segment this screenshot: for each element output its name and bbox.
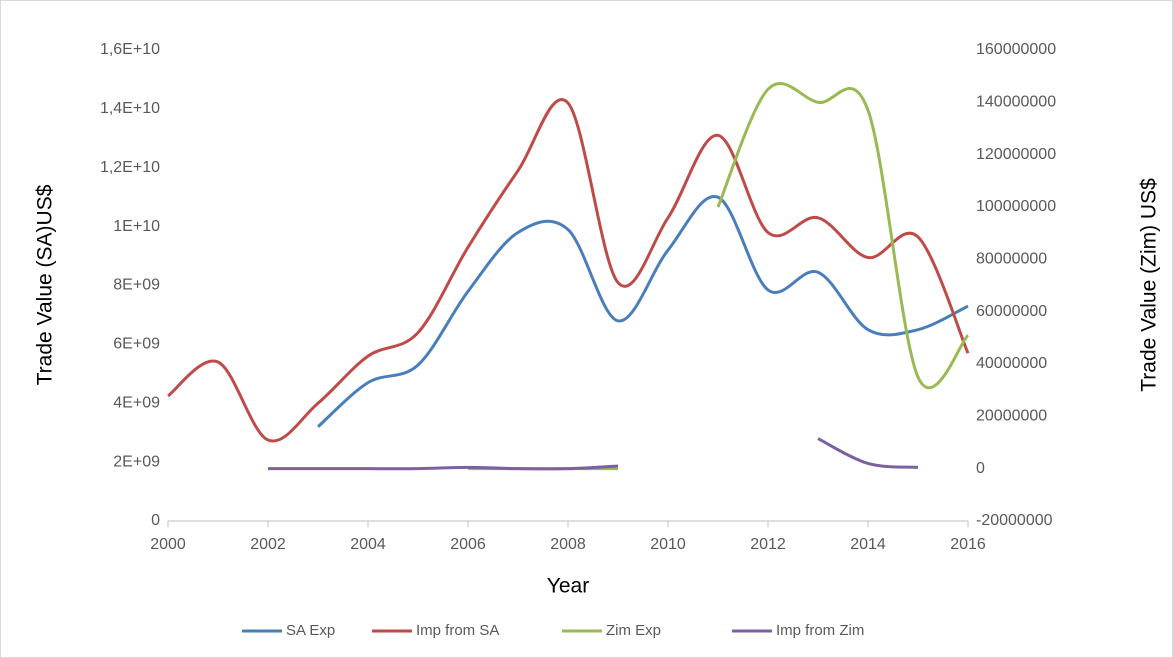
series-line xyxy=(268,437,919,471)
y-tick-label: 2E+09 xyxy=(113,453,160,470)
y2-tick-label: 160000000 xyxy=(976,41,1056,58)
x-tick-label: 2016 xyxy=(950,536,986,553)
series-line xyxy=(317,195,969,428)
y2-tick-label: 100000000 xyxy=(976,198,1056,215)
x-tick-label: 2002 xyxy=(250,536,286,553)
legend-label: SA Exp xyxy=(286,622,335,639)
legend-label: Zim Exp xyxy=(606,622,661,639)
y-tick-label: 6E+09 xyxy=(113,336,160,353)
x-tick-label: 2012 xyxy=(750,536,786,553)
x-tick-label: 2004 xyxy=(350,536,386,553)
y2-tick-label: 140000000 xyxy=(976,94,1056,111)
y-tick-label: 4E+09 xyxy=(113,394,160,411)
series-line xyxy=(167,98,970,443)
x-tick-label: 2010 xyxy=(650,536,686,553)
x-tick-label: 2008 xyxy=(550,536,586,553)
y2-tick-label: 80000000 xyxy=(976,251,1047,268)
legend-label: Imp from Zim xyxy=(776,622,864,639)
y-tick-label: 8E+09 xyxy=(113,277,160,294)
y2-tick-label: 20000000 xyxy=(976,408,1047,425)
y-tick-label: 1E+10 xyxy=(113,218,160,235)
y2-tick-label: 60000000 xyxy=(976,303,1047,320)
y2-tick-label: 120000000 xyxy=(976,146,1056,163)
y2-tick-label: 40000000 xyxy=(976,355,1047,372)
y-tick-label: 1,6E+10 xyxy=(100,41,160,58)
x-tick-label: 2014 xyxy=(850,536,886,553)
y-tick-label: 0 xyxy=(151,512,160,529)
x-tick-label: 2000 xyxy=(150,536,186,553)
legend-label: Imp from SA xyxy=(416,622,499,639)
y-axis-label: Trade Value (SA)US$ xyxy=(34,184,57,385)
y2-axis-label: Trade Value (Zim) US$ xyxy=(1138,178,1161,392)
y2-tick-label: 0 xyxy=(976,460,985,477)
x-tick-label: 2006 xyxy=(450,536,486,553)
x-axis-label: Year xyxy=(547,575,589,598)
y2-tick-label: -20000000 xyxy=(976,512,1053,529)
y-tick-label: 1,2E+10 xyxy=(100,159,160,176)
y-tick-label: 1,4E+10 xyxy=(100,100,160,117)
